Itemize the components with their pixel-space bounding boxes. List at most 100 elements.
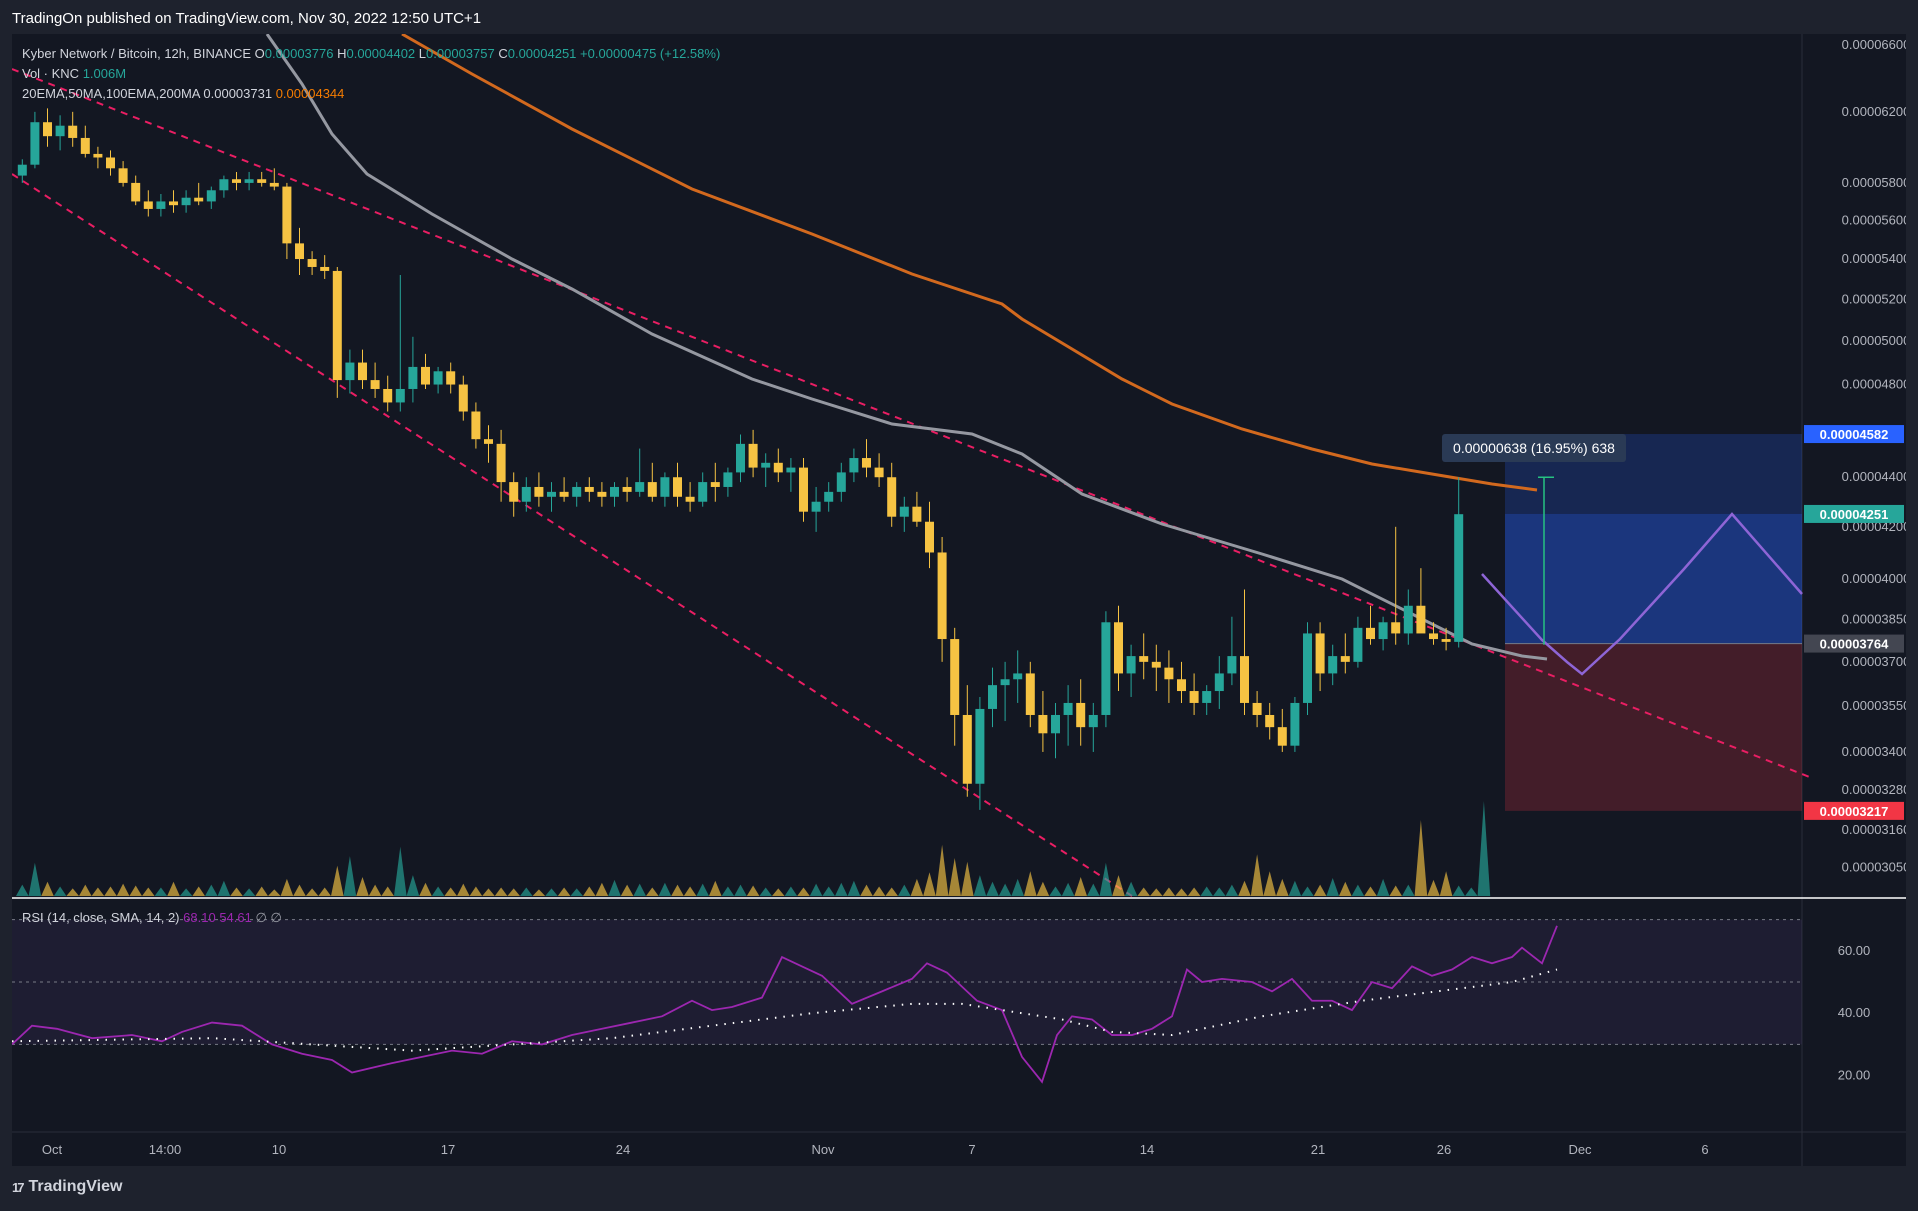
volume-bar <box>1049 886 1062 896</box>
volume-bar <box>1011 878 1024 896</box>
volume-bar <box>482 888 495 896</box>
candle-body <box>509 482 519 502</box>
volume-bar <box>759 887 772 896</box>
projection-path <box>1481 512 1803 676</box>
volume-bar <box>1187 887 1201 896</box>
volume-bar <box>620 884 634 896</box>
volume-bar <box>242 888 256 896</box>
candle-body <box>169 201 178 206</box>
volume-bar <box>494 887 508 896</box>
rsi-legend: RSI (14, close, SMA, 14, 2) 68.10 54.61 … <box>22 910 282 926</box>
candle-body <box>761 462 771 468</box>
volume-bar <box>1326 877 1339 896</box>
volume-bar <box>948 858 961 896</box>
candle-body <box>471 411 481 440</box>
candle-body <box>395 388 405 403</box>
volume-bar <box>872 886 886 896</box>
candle-body <box>1202 691 1212 703</box>
candle-body <box>446 371 456 385</box>
candle-body <box>1139 656 1149 662</box>
volume-bar <box>343 856 357 896</box>
legend-volume-label[interactable]: Vol · KNC <box>22 66 80 81</box>
volume-bar <box>986 881 999 896</box>
candle-body <box>118 168 128 183</box>
candle-body <box>206 190 216 202</box>
volume-bar <box>104 886 117 896</box>
candle-body <box>899 506 909 517</box>
volume-bar <box>280 878 294 896</box>
candle-body <box>370 380 380 389</box>
y-tick-label: 0.00004400 <box>1842 469 1906 484</box>
candle-body <box>723 472 733 487</box>
volume-bar <box>746 885 760 896</box>
volume-bar <box>797 887 810 896</box>
volume-bar <box>1427 879 1440 896</box>
volume-bar <box>116 883 130 896</box>
candle-body <box>572 486 582 497</box>
rsi-sma-line <box>12 968 1558 1052</box>
y-tick-label: 0.00003160 <box>1842 822 1906 837</box>
legend-low-label: L <box>418 46 427 61</box>
rsi-label[interactable]: RSI (14, close, SMA, 14, 2) <box>22 910 180 925</box>
candle-body <box>773 462 783 473</box>
volume-bar <box>444 887 457 896</box>
candle-body <box>1429 633 1438 640</box>
x-tick-label: 14:00 <box>149 1142 182 1157</box>
volume-bar <box>41 881 54 896</box>
candle-body <box>1454 514 1464 642</box>
volume-bar <box>154 887 168 896</box>
chart-legend: Kyber Network / Bitcoin, 12h, BINANCE O0… <box>22 44 720 104</box>
volume-bar <box>293 884 306 896</box>
chart-frame[interactable]: 0.00000638 (16.95%) 638 0.00006600 0.0000… <box>12 34 1906 1166</box>
volume-bar <box>255 886 268 896</box>
candle-body <box>1189 691 1199 703</box>
candle-body <box>1328 656 1338 674</box>
volume-bar <box>53 886 67 896</box>
candle-body <box>811 501 821 512</box>
candle-body <box>622 486 632 492</box>
candle-body <box>421 366 430 385</box>
candle-body <box>1013 673 1023 680</box>
volume-bar <box>595 882 609 896</box>
volume-bar <box>1288 880 1302 896</box>
volume-bar <box>1452 885 1465 896</box>
legend-ma-orange-value: 0.00004344 <box>275 86 345 101</box>
price-chart[interactable]: 0.00000638 (16.95%) 638 0.00006600 0.0000… <box>12 34 1906 1166</box>
legend-symbol[interactable]: Kyber Network / Bitcoin, 12h, BINANCE <box>22 46 252 61</box>
tradingview-logo[interactable]: 17 TradingView <box>12 1178 122 1196</box>
candle-body <box>30 122 40 165</box>
candle-body <box>93 153 103 158</box>
volume-bar <box>1477 801 1491 896</box>
volume-bar <box>923 872 936 896</box>
candle-body <box>584 486 594 492</box>
volume-bar <box>847 880 861 896</box>
x-tick-label: Oct <box>42 1142 63 1157</box>
volume-bar <box>658 882 672 896</box>
candle-body <box>862 458 871 468</box>
x-tick-label: 17 <box>441 1142 455 1157</box>
legend-ohlc-row: Kyber Network / Bitcoin, 12h, BINANCE O0… <box>22 44 720 64</box>
candle-body <box>1315 633 1325 674</box>
volume-bar <box>268 889 281 896</box>
volume-bar <box>79 884 92 896</box>
legend-close-label: C <box>498 46 508 61</box>
candle-body <box>849 458 859 473</box>
volume-bar <box>898 884 911 896</box>
candle-body <box>1214 673 1224 692</box>
candle-body <box>43 122 52 137</box>
volume-bar <box>1263 871 1276 896</box>
volume-bar <box>1339 881 1352 896</box>
volume-bar <box>1200 886 1213 896</box>
footer: 17 TradingView <box>0 1166 1918 1211</box>
candle-body <box>269 182 279 187</box>
volume-bar <box>583 886 596 896</box>
volume-bar <box>331 865 344 896</box>
legend-ma-label[interactable]: 20EMA,50MA,100EMA,200MA <box>22 86 200 101</box>
volume-bar <box>772 888 785 896</box>
volume-bar <box>784 886 798 896</box>
y-tick-label: 0.00003550 <box>1842 698 1906 713</box>
measure-label: 0.00000638 (16.95%) 638 <box>1453 440 1615 456</box>
volume-bar <box>381 886 394 896</box>
candle-body <box>257 179 267 183</box>
candle-body <box>559 491 569 497</box>
